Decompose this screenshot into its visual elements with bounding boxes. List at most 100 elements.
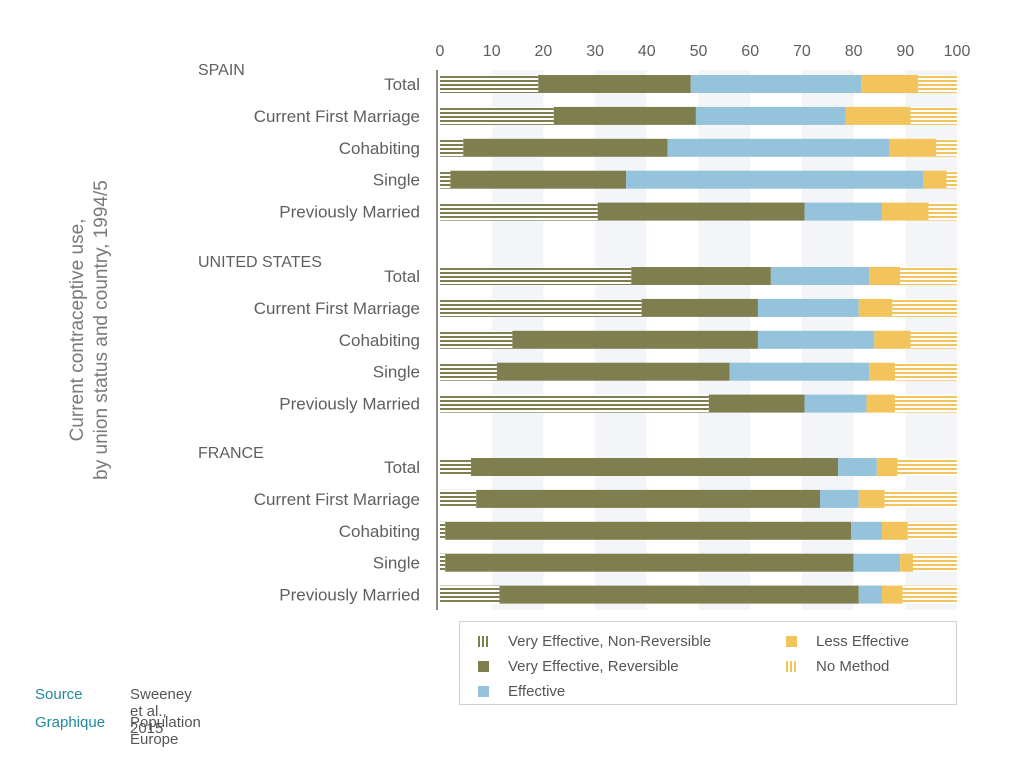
row-label: Single — [373, 171, 420, 190]
bar-segment-effective — [819, 489, 859, 508]
legend-label: Less Effective — [816, 633, 910, 650]
bar-segment-very-effective-reversible — [463, 138, 668, 157]
row-label: Single — [373, 363, 420, 382]
bar-segment-no-method — [894, 362, 957, 381]
bar-segment-effective — [690, 75, 862, 93]
bar-segment-very-effective-reversible — [641, 298, 758, 317]
graphique-label: Graphique — [35, 714, 106, 731]
bar-segment-very-effective-reversible — [471, 458, 839, 476]
bar-segment-less-effective — [882, 585, 903, 604]
bar-segment-no-method — [910, 106, 957, 125]
bar-segment-effective — [729, 362, 870, 381]
bar-segment-effective — [851, 521, 883, 540]
bar-segment-less-effective — [882, 202, 929, 221]
bar-segment-effective — [757, 298, 859, 317]
row-label: Current First Marriage — [254, 299, 420, 318]
solid-blue-swatch — [478, 686, 489, 697]
x-tick-label: 60 — [741, 43, 759, 60]
bar-segment-very-effective-reversible — [450, 170, 627, 189]
bar-segment-less-effective — [858, 298, 893, 317]
bar-segment-very-effective-non-reversible — [440, 106, 554, 125]
bar-segment-no-method — [910, 330, 957, 349]
row-label: Current First Marriage — [254, 107, 420, 126]
bar-segment-effective — [770, 267, 870, 285]
bar-segment-very-effective-non-reversible — [440, 489, 477, 508]
bar-segment-effective — [667, 138, 890, 157]
bar-segment-very-effective-non-reversible — [440, 458, 472, 476]
bar-segment-very-effective-reversible — [708, 394, 805, 413]
bar-segment-no-method — [928, 202, 957, 221]
row-label: Cohabiting — [339, 139, 420, 158]
bar-segment-very-effective-non-reversible — [440, 75, 539, 93]
x-tick-label: 100 — [944, 43, 971, 60]
group-label: UNITED STATES — [198, 254, 322, 271]
row-label: Total — [384, 75, 420, 94]
bar-segment-less-effective — [876, 458, 898, 476]
bar-segment-very-effective-reversible — [631, 267, 771, 285]
solid-yellow-swatch — [786, 636, 797, 647]
bar-segment-effective — [804, 202, 883, 221]
bar-segment-no-method — [936, 138, 957, 157]
bar-segment-very-effective-non-reversible — [440, 298, 642, 317]
legend: Very Effective, Non-Reversible Very Effe… — [459, 621, 957, 705]
bar-segment-very-effective-non-reversible — [440, 138, 464, 157]
row-label: Total — [384, 458, 420, 477]
row-label: Single — [373, 554, 420, 573]
legend-label: Effective — [508, 683, 566, 700]
bar-segment-less-effective — [889, 138, 937, 157]
bar-segment-less-effective — [869, 267, 901, 285]
chart-title: Current contraceptive use, by union statu… — [67, 180, 112, 480]
bar-segment-effective — [858, 585, 883, 604]
x-tick-label: 30 — [586, 43, 604, 60]
bar-segment-no-method — [897, 458, 957, 476]
bar-segment-very-effective-reversible — [476, 489, 820, 508]
x-tick-label: 80 — [845, 43, 863, 60]
row-label: Previously Married — [279, 586, 420, 605]
bar-segment-very-effective-reversible — [445, 521, 852, 540]
bar-segment-effective — [626, 170, 924, 189]
bar-segment-no-method — [913, 553, 957, 572]
bar-segment-very-effective-non-reversible — [440, 202, 598, 221]
source-label: Source — [35, 686, 83, 703]
bar-segment-no-method — [946, 170, 957, 189]
x-tick-label: 10 — [483, 43, 501, 60]
x-tick-label: 0 — [436, 43, 445, 60]
bar-segment-very-effective-reversible — [553, 106, 696, 125]
bar-segment-effective — [695, 106, 846, 125]
bar-segment-no-method — [894, 394, 957, 413]
bar-segment-less-effective — [923, 170, 947, 189]
legend-label: Very Effective, Reversible — [508, 658, 679, 675]
bar-segment-less-effective — [861, 75, 919, 93]
bar-segment-effective — [853, 553, 901, 572]
bar-segment-no-method — [918, 75, 957, 93]
bar-segment-very-effective-non-reversible — [440, 521, 446, 540]
group-label: SPAIN — [198, 62, 245, 79]
bar-segment-less-effective — [869, 362, 895, 381]
bar-segment-effective — [804, 394, 867, 413]
x-tick-label: 70 — [793, 43, 811, 60]
x-tick-label: 50 — [690, 43, 708, 60]
bar-segment-very-effective-non-reversible — [440, 362, 497, 381]
bar-segment-no-method — [884, 489, 957, 508]
bar-segment-very-effective-reversible — [499, 585, 859, 604]
bar-segment-effective — [757, 330, 875, 349]
bar-segment-very-effective-non-reversible — [440, 267, 632, 285]
bar-segment-effective — [838, 458, 877, 476]
row-label: Previously Married — [279, 395, 420, 414]
x-tick-label: 40 — [638, 43, 656, 60]
bar-segment-no-method — [907, 521, 957, 540]
solid-green-swatch — [478, 661, 489, 672]
source-value: Sweeney et al., 2015 — [130, 686, 192, 737]
bar-segment-very-effective-non-reversible — [440, 330, 513, 349]
bar-segment-very-effective-reversible — [496, 362, 730, 381]
row-label: Total — [384, 267, 420, 286]
bar-segment-very-effective-non-reversible — [440, 553, 446, 572]
stripe-yellow-swatch — [786, 661, 797, 672]
bar-segment-less-effective — [882, 521, 908, 540]
row-label: Current First Marriage — [254, 490, 420, 509]
group-label: FRANCE — [198, 445, 264, 462]
bar-segment-less-effective — [858, 489, 885, 508]
bar-segment-less-effective — [874, 330, 911, 349]
x-tick-label: 90 — [896, 43, 914, 60]
bar-segment-very-effective-non-reversible — [440, 170, 451, 189]
